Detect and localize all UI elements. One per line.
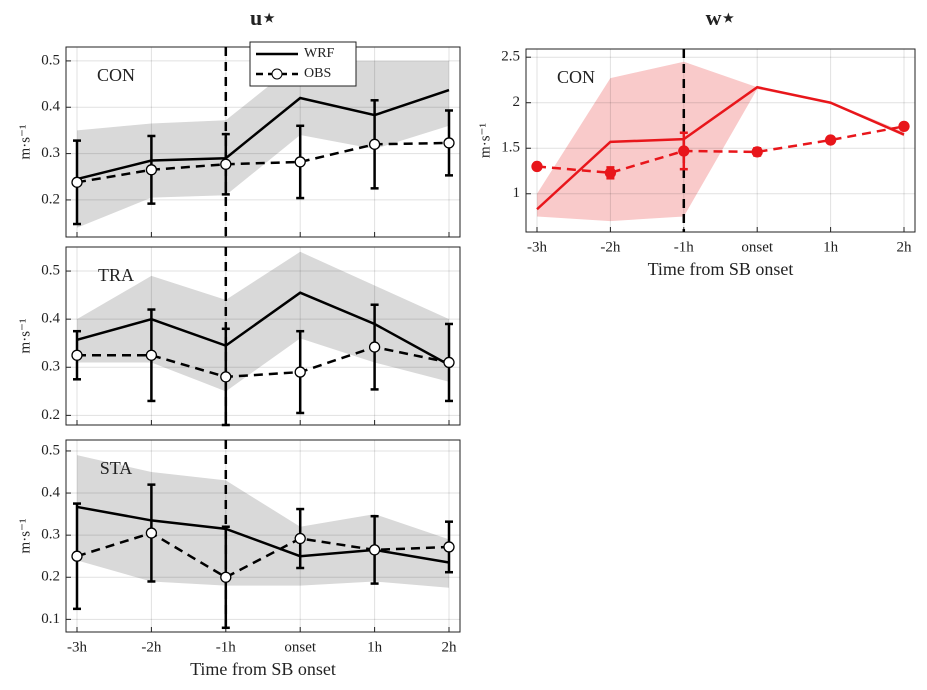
y-tick-label: 0.5 — [41, 262, 60, 278]
y-axis-label: m·s⁻¹ — [17, 125, 33, 160]
obs-marker — [220, 158, 232, 170]
y-tick-label: 0.3 — [41, 359, 60, 375]
spread-band — [77, 60, 449, 228]
x-tick-label: -1h — [216, 639, 236, 655]
x-tick-label: onset — [284, 639, 316, 655]
obs-marker — [443, 137, 455, 149]
obs-marker — [751, 146, 763, 158]
x-tick-label: 1h — [823, 239, 839, 255]
y-tick-label: 2.5 — [501, 49, 520, 65]
y-tick-label: 0.5 — [41, 442, 60, 458]
obs-marker — [368, 341, 381, 353]
y-axis-label: m·s⁻¹ — [17, 519, 33, 554]
y-tick-label: 0.4 — [41, 311, 60, 327]
legend-marker — [271, 68, 283, 80]
series-line — [76, 505, 450, 564]
x-tick-label: -3h — [527, 239, 547, 255]
spread-band — [77, 251, 449, 392]
y-tick-label: 2 — [513, 94, 521, 110]
panel-label: CON — [97, 65, 135, 85]
y-axis-label: m·s⁻¹ — [17, 319, 33, 354]
obs-marker — [294, 532, 306, 545]
y-tick-label: 0.1 — [41, 611, 60, 627]
obs-marker — [145, 349, 158, 361]
x-tick-label: -2h — [600, 239, 620, 255]
obs-marker — [71, 176, 83, 188]
chart-title: u⋆ — [250, 5, 276, 30]
x-tick-label: 2h — [897, 239, 913, 255]
x-tick-label: onset — [741, 239, 773, 255]
obs-marker — [824, 134, 837, 146]
obs-marker — [898, 120, 910, 133]
series-line — [76, 291, 450, 366]
y-tick-label: 0.2 — [41, 569, 60, 585]
obs-marker — [220, 371, 232, 383]
x-axis-label: Time from SB onset — [190, 659, 336, 679]
axes-frame — [65, 439, 461, 633]
y-tick-label: 0.4 — [41, 99, 60, 115]
panel-label: CON — [557, 67, 595, 87]
series-line — [77, 345, 450, 379]
series-line — [536, 85, 905, 211]
obs-marker — [678, 145, 690, 157]
y-tick-label: 1 — [513, 185, 521, 201]
legend-box — [249, 41, 357, 87]
obs-marker — [531, 160, 543, 173]
x-tick-label: 2h — [442, 639, 458, 655]
obs-marker — [294, 366, 306, 378]
obs-marker — [71, 349, 83, 361]
y-axis-label: m·s⁻¹ — [477, 123, 493, 158]
y-tick-label: 1.5 — [501, 140, 520, 156]
obs-marker — [145, 164, 158, 176]
obs-marker — [443, 356, 455, 369]
y-tick-label: 0.3 — [41, 527, 60, 543]
series-line — [536, 125, 905, 175]
x-tick-label: -1h — [674, 239, 694, 255]
x-tick-label: -2h — [141, 639, 161, 655]
legend-label: WRF — [304, 46, 335, 61]
obs-marker — [220, 571, 232, 583]
obs-marker — [368, 544, 381, 556]
obs-marker — [443, 541, 455, 553]
panel-label: TRA — [98, 265, 134, 285]
spread-band — [537, 61, 904, 222]
series-line — [76, 531, 450, 579]
series-line — [76, 88, 450, 181]
y-tick-label: 0.3 — [41, 145, 60, 161]
obs-marker — [145, 527, 158, 539]
x-tick-label: 1h — [367, 639, 383, 655]
spread-band — [77, 455, 449, 588]
axes-frame — [525, 48, 916, 233]
axes-frame — [65, 246, 461, 426]
x-tick-label: -3h — [67, 639, 87, 655]
y-tick-label: 0.4 — [41, 484, 60, 500]
panel-label: STA — [100, 458, 133, 478]
series-line — [76, 141, 450, 184]
obs-marker — [294, 156, 306, 168]
obs-marker — [368, 138, 381, 150]
x-axis-label: Time from SB onset — [648, 259, 794, 279]
legend-label: OBS — [304, 66, 331, 81]
chart-title: w⋆ — [706, 5, 736, 30]
y-tick-label: 0.2 — [41, 191, 60, 207]
obs-marker — [71, 550, 83, 562]
y-tick-label: 0.5 — [41, 52, 60, 68]
y-tick-label: 0.2 — [41, 407, 60, 423]
obs-marker — [604, 167, 617, 179]
